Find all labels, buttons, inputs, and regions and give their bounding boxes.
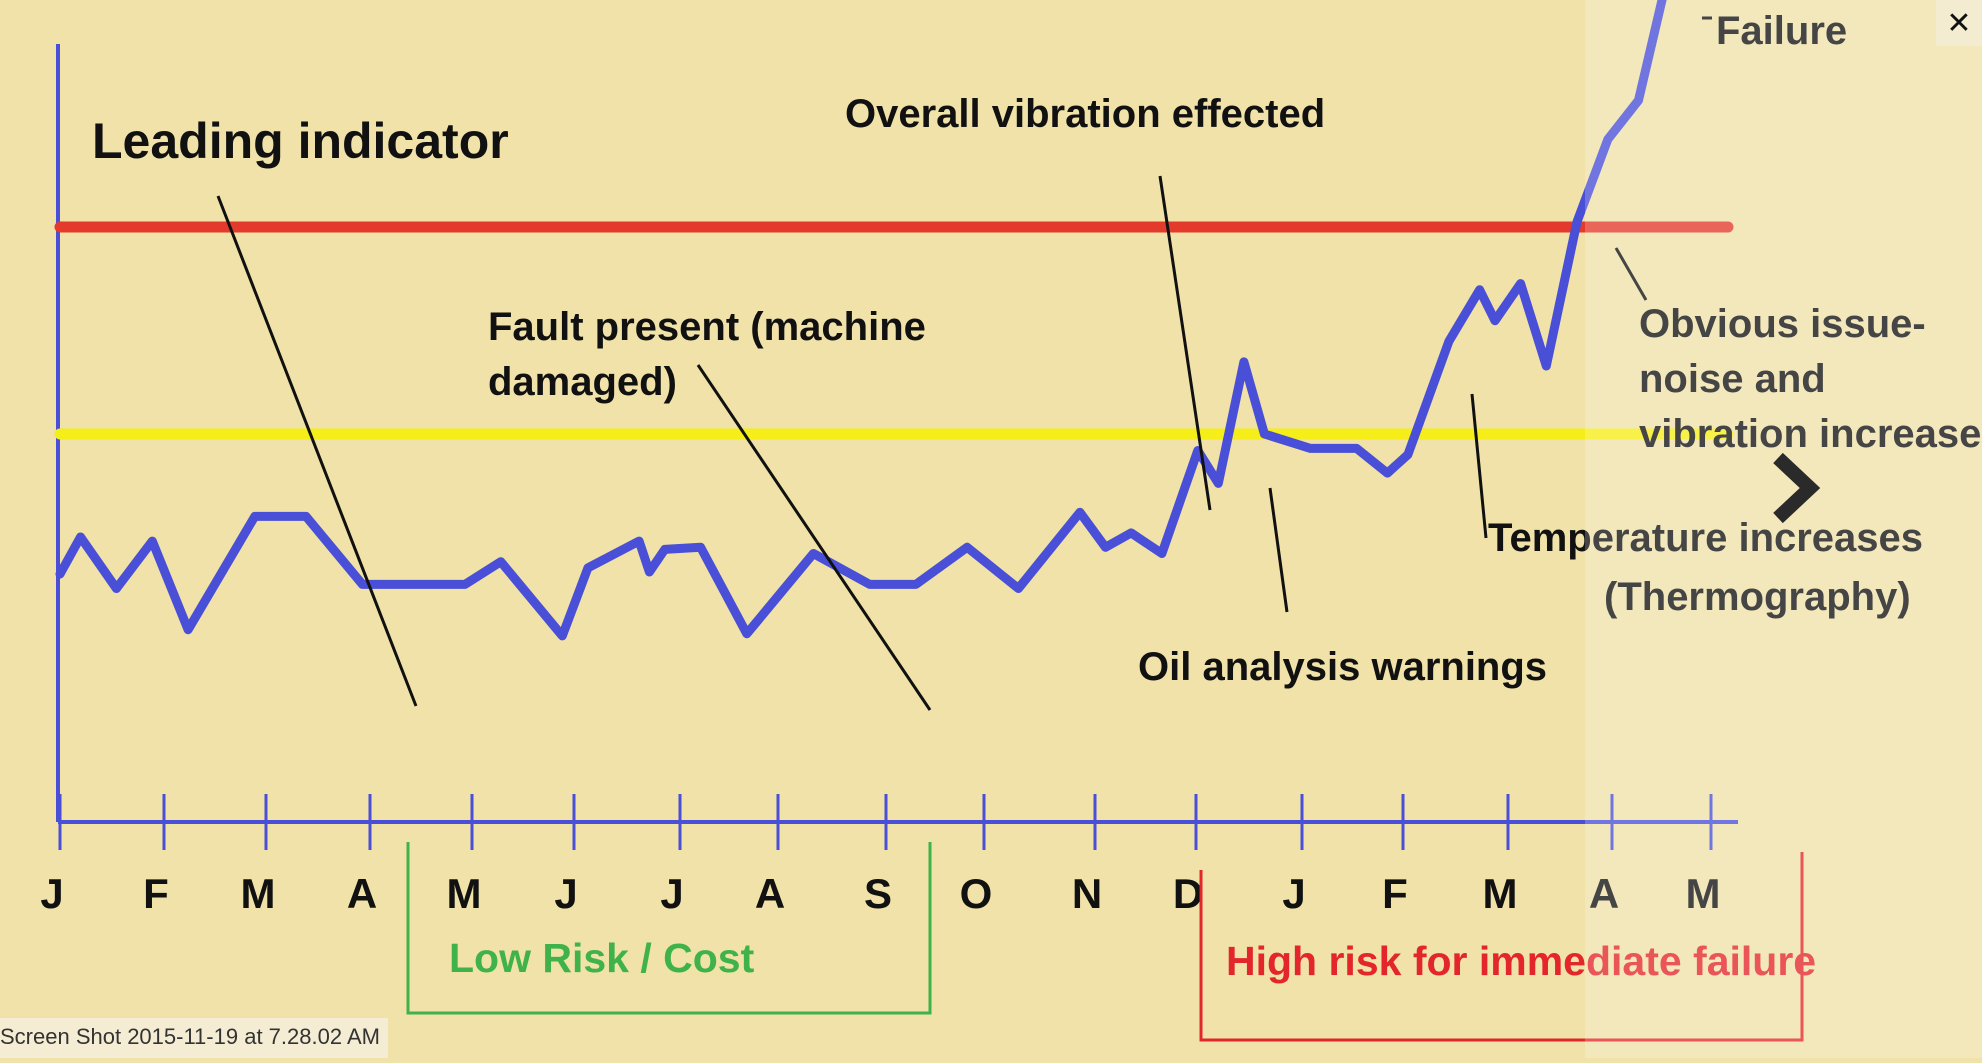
x-tick-label: M [447,870,482,917]
annotation-obvious-issue-line2: noise and [1639,357,1826,401]
x-tick-label: J [1282,870,1305,917]
x-tick-label: J [40,870,63,917]
close-icon: ✕ [1946,5,1972,41]
x-tick-label: F [1382,870,1408,917]
annotation-leader-line [1158,175,1212,511]
overlay-panel [1585,0,1982,1058]
x-tick-label: A [755,870,785,917]
annotation-fault-present-line2: damaged) [488,360,677,404]
x-tick-label: N [1072,870,1102,917]
low-risk-label: Low Risk / Cost [449,935,755,981]
annotation-oil-analysis: Oil analysis warnings [1138,645,1547,689]
chevron-right-icon [1773,452,1821,524]
annotation-leader-line [1470,393,1488,539]
annotation-failure: Failure [1716,9,1847,53]
annotation-leader-line [1268,487,1289,613]
x-tick-label: F [143,870,169,917]
x-tick-label: D [1173,870,1203,917]
annotation-leader-line [216,195,418,707]
annotation-temperature-line2: (Thermography) [1604,575,1911,619]
annotation-leader-line [696,364,932,711]
x-tick-label: J [554,870,577,917]
high-risk-bracket [1199,852,1804,1042]
high-risk-label: High risk for immediate failure [1226,938,1816,984]
annotation-temperature-line1: Temperature increases [1488,516,1923,560]
screenshot-caption: Screen Shot 2015-11-19 at 7.28.02 AM [0,1018,388,1058]
annotation-obvious-issue-line1: Obvious issue- [1639,302,1926,346]
x-tick-label: O [960,870,993,917]
x-tick-label: M [1483,870,1518,917]
x-tick-label: S [864,870,892,917]
annotation-fault-present-line1: Fault present (machine [488,305,926,349]
next-button[interactable] [1762,448,1832,528]
annotation-obvious-issue-line3: vibration increase [1639,412,1981,456]
annotation-overall-vibration: Overall vibration effected [845,92,1325,136]
low-risk-bracket [406,842,932,1015]
x-tick-label: M [1686,870,1721,917]
x-tick-label: A [347,870,377,917]
x-tick-label: A [1589,870,1619,917]
annotation-leader-line [1614,247,1648,301]
annotation-leading-indicator: Leading indicator [92,113,509,169]
close-button[interactable]: ✕ [1936,0,1982,46]
x-tick-label: J [660,870,683,917]
x-tick-label: M [241,870,276,917]
